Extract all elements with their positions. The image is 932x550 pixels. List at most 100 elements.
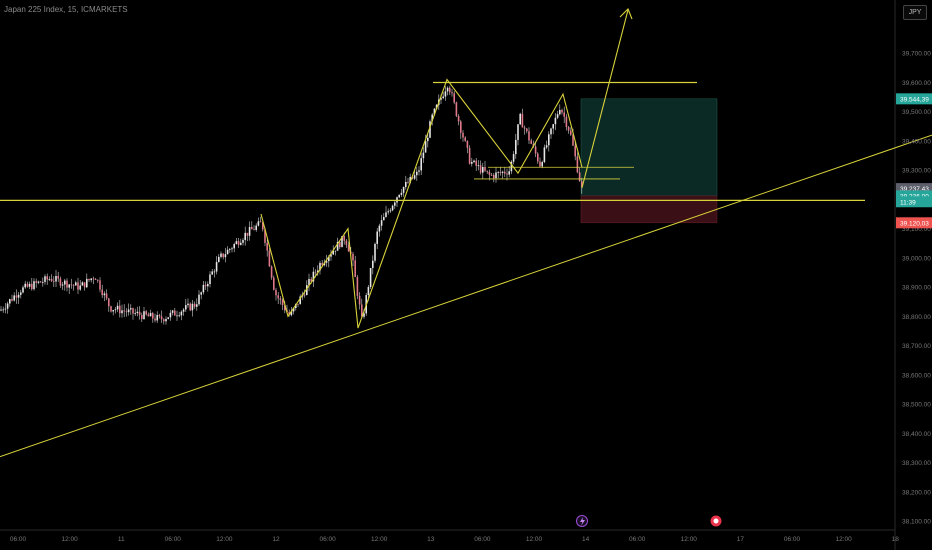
candle-body <box>372 260 374 268</box>
candle-body <box>541 162 543 167</box>
candle-body <box>528 131 530 141</box>
candle-body <box>545 145 548 148</box>
y-tick-label: 38,500.00 <box>902 402 931 409</box>
x-tick-label: 06:00 <box>784 536 801 543</box>
candle-body <box>345 240 348 245</box>
candle-body <box>108 298 110 307</box>
y-tick-label: 38,900.00 <box>902 285 931 292</box>
candle-body <box>380 220 383 226</box>
candle-body <box>160 316 163 320</box>
candle-body <box>299 296 301 305</box>
candle-body <box>273 277 275 290</box>
candle-body <box>244 232 246 240</box>
candle-body <box>559 109 561 115</box>
candle-body <box>539 161 541 167</box>
y-tick-label: 38,100.00 <box>902 519 931 526</box>
candle-body <box>110 306 112 312</box>
time-axis[interactable]: 06:00 12:00 11 06:00 12:00 12 06:00 12:00 13 06:0… <box>10 536 899 543</box>
event-markers[interactable] <box>576 515 722 527</box>
candle-body <box>103 293 106 296</box>
position-zones <box>580 98 718 224</box>
candle-body <box>224 254 227 258</box>
price-label-bg <box>896 190 932 202</box>
x-tick-label: 06:00 <box>474 536 491 543</box>
candle-body <box>398 194 400 198</box>
candle-body <box>402 187 405 193</box>
ascending-trendline <box>0 134 932 458</box>
candle-body <box>97 279 99 281</box>
candle-body <box>94 279 97 280</box>
candle-body <box>136 311 139 313</box>
candle-body <box>495 172 497 179</box>
candle-body <box>213 271 216 273</box>
candle-body <box>268 250 271 267</box>
price-axis[interactable]: 39,700.00 39,600.00 39,500.00 39,400.00 39,3… <box>902 51 931 526</box>
candle-body <box>297 303 299 305</box>
candle-body <box>530 140 532 144</box>
candle-body <box>466 140 469 148</box>
candle-body <box>275 289 277 296</box>
economic-event-dot <box>713 518 719 524</box>
candle-body <box>169 312 172 318</box>
candle-body <box>497 171 499 173</box>
candle-body <box>510 161 513 172</box>
candle-body <box>77 282 79 290</box>
candle-body <box>288 312 290 316</box>
x-tick-label: 12:00 <box>61 536 78 543</box>
candle-body <box>270 266 273 278</box>
candle-body <box>132 308 134 314</box>
candle-body <box>86 278 88 288</box>
price-label-bg <box>896 93 932 105</box>
candle-body <box>112 310 114 312</box>
candle-body <box>409 177 411 183</box>
chart-title: Japan 225 Index, 15, ICMARKETS <box>4 5 128 14</box>
candle-body <box>48 279 51 280</box>
price-label-bg <box>896 183 932 195</box>
candle-body <box>499 171 502 173</box>
candle-body <box>336 241 339 251</box>
candle-body <box>75 282 77 286</box>
candle-body <box>354 260 356 278</box>
candle-body <box>416 171 418 176</box>
candle-body <box>442 96 444 99</box>
candle-body <box>308 278 310 286</box>
candle-body <box>0 309 2 311</box>
candle-body <box>246 232 249 236</box>
y-tick-label: 38,700.00 <box>902 343 931 350</box>
price-label-text: 39.237,43 <box>900 186 929 193</box>
candle-body <box>460 121 462 133</box>
candle-body <box>339 241 341 248</box>
candle-body <box>356 277 359 296</box>
candle-body <box>427 137 429 142</box>
candle-body <box>572 134 574 146</box>
candle-body <box>303 294 306 296</box>
candle-body <box>90 278 92 281</box>
candle-body <box>284 305 286 311</box>
candle-body <box>187 303 189 306</box>
x-tick-label: 12:00 <box>526 536 543 543</box>
candle-body <box>519 113 521 125</box>
candle-body <box>53 281 55 282</box>
candle-body <box>435 104 438 109</box>
candle-body <box>405 182 407 188</box>
candle-body <box>526 128 528 132</box>
currency-button[interactable]: JPY <box>903 5 927 20</box>
candle-body <box>376 231 378 244</box>
candle-body <box>101 289 103 296</box>
candle-body <box>490 174 493 176</box>
candle-body <box>11 299 13 301</box>
candle-body <box>451 92 453 94</box>
y-tick-label: 39,400.00 <box>902 138 931 145</box>
candle-body <box>506 173 508 175</box>
candle-body <box>343 236 345 241</box>
candle-body <box>13 295 15 301</box>
candle-body <box>138 311 141 315</box>
x-tick-label: 12 <box>272 536 280 543</box>
candle-body <box>6 303 9 309</box>
candle-body <box>552 124 554 129</box>
candle-body <box>180 311 183 316</box>
price-label: 39.237,43 <box>896 183 932 195</box>
candle-body <box>204 284 207 287</box>
candle-body <box>22 287 24 293</box>
